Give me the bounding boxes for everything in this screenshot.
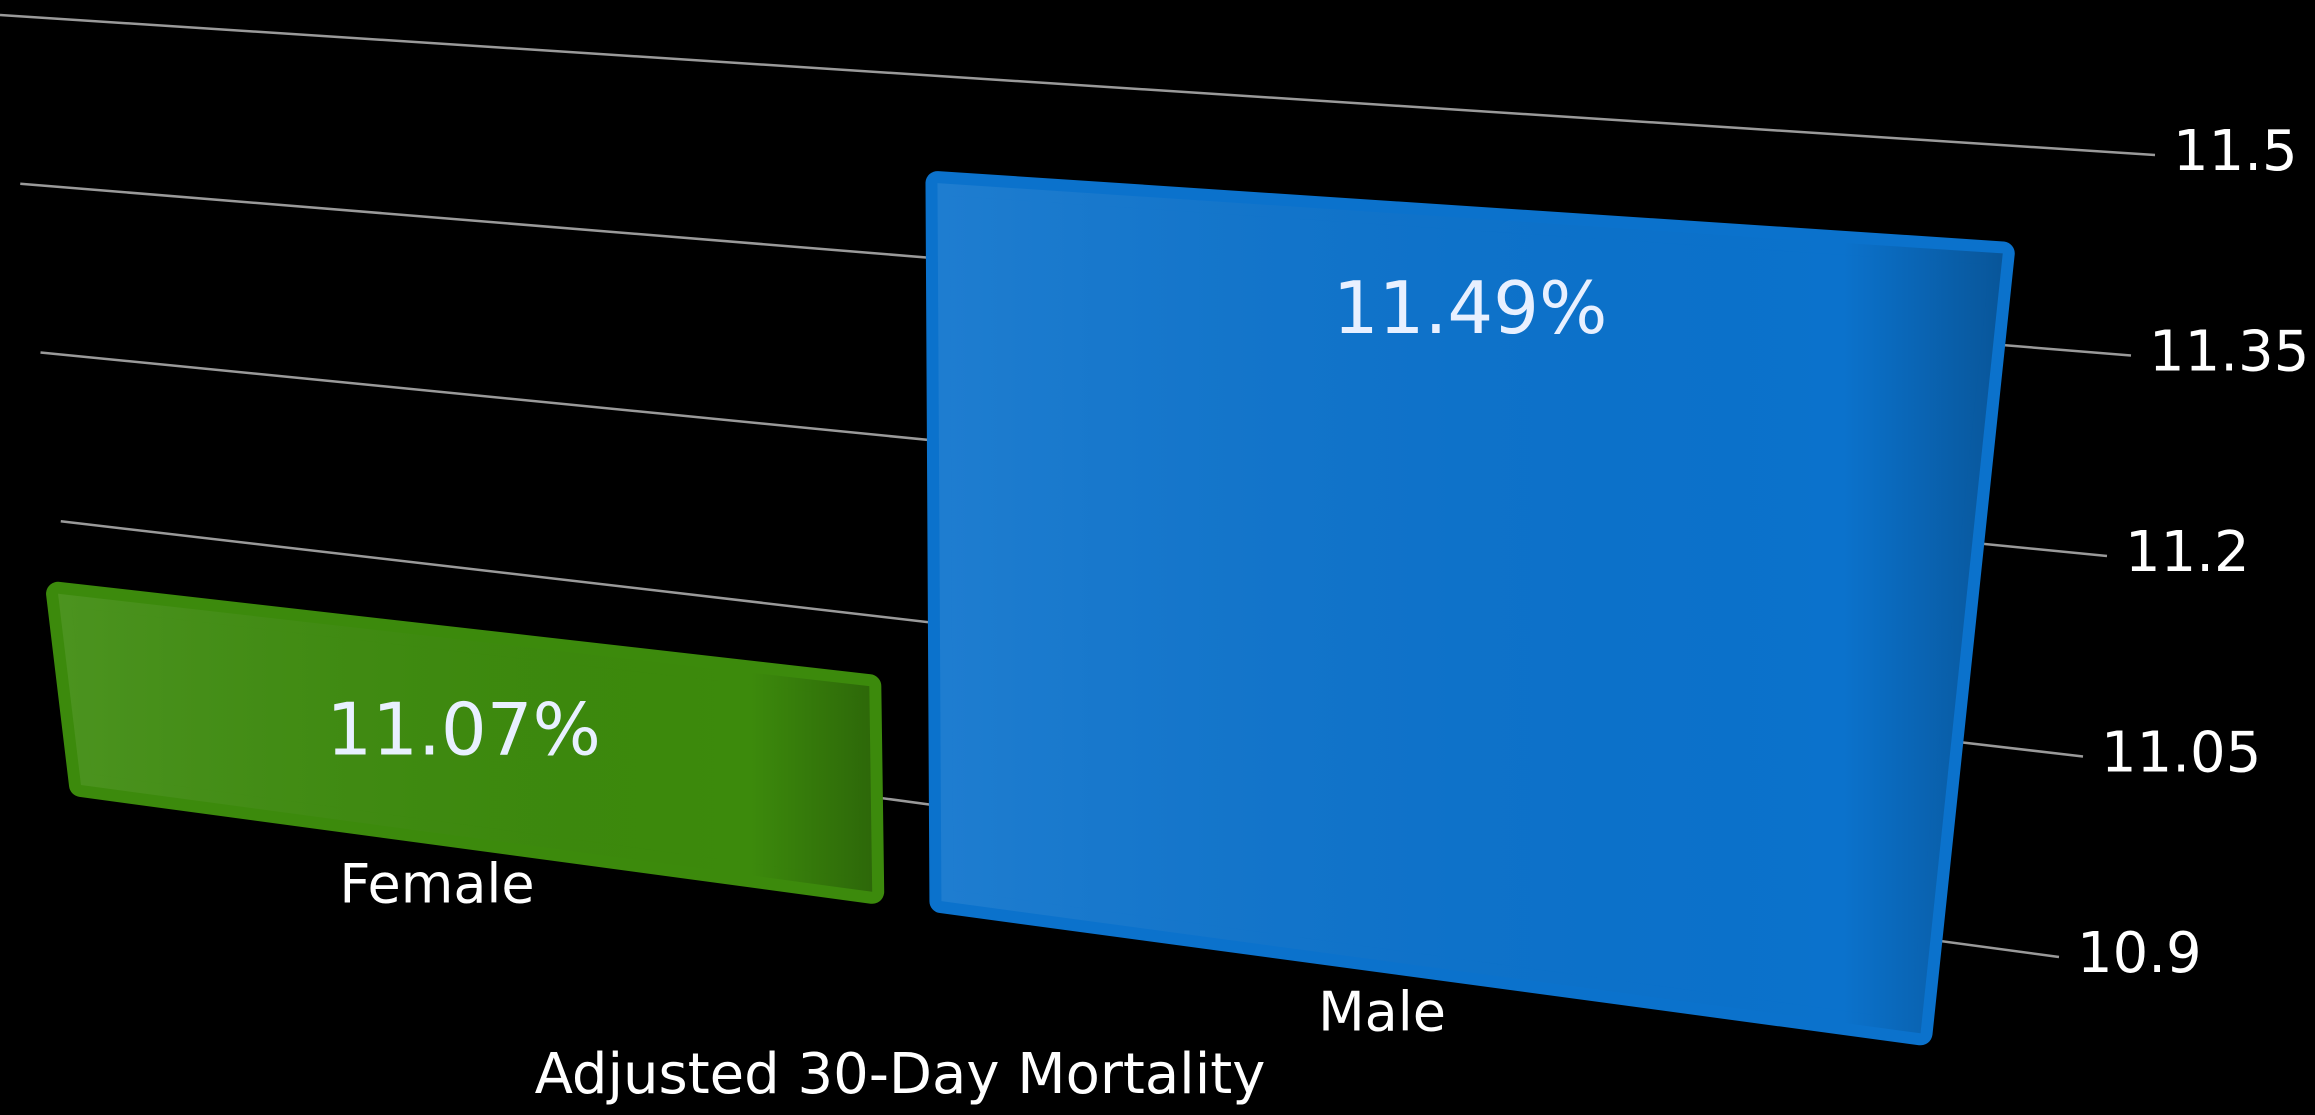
x-tick-label: Male: [1318, 980, 1446, 1043]
grid-line: [0, 13, 2156, 157]
data-label: 11.49%: [1333, 266, 1608, 350]
x-axis-title: Adjusted 30-Day Mortality: [535, 1042, 1266, 1107]
y-tick-label: 11.5: [2173, 119, 2298, 184]
y-tick-label: 11.05: [2101, 721, 2261, 786]
bar-shade: [937, 183, 2003, 1034]
bar-shade: [58, 593, 873, 892]
y-tick-label: 11.2: [2125, 520, 2250, 585]
y-tick-label: 11.35: [2149, 320, 2309, 385]
data-label: 11.07%: [326, 687, 601, 771]
y-tick-label: 10.9: [2077, 921, 2202, 986]
x-tick-label: Female: [339, 853, 534, 916]
